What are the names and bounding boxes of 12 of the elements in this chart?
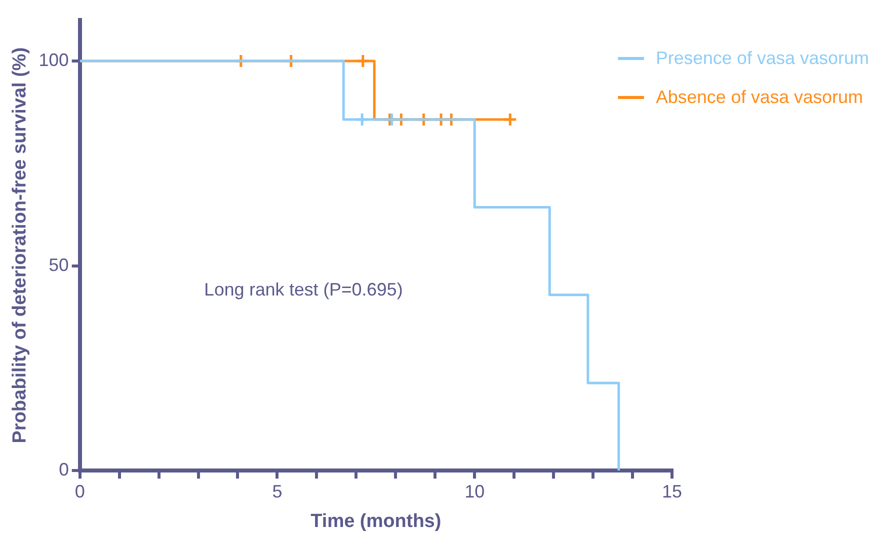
x-tick-label: 0 [74, 481, 85, 502]
annotation: Long rank test (P=0.695) [204, 279, 403, 300]
y-axis-title: Probability of deterioration-free survival (%) [10, 47, 31, 444]
y-tick-label: 0 [58, 460, 69, 480]
x-tick-label: 5 [272, 481, 282, 502]
legend-label: Absence of vasa vasorum [656, 87, 863, 108]
y-tick-label: 50 [48, 254, 69, 275]
x-tick-label: 10 [464, 481, 485, 502]
legend-label: Presence of vasa vasorum [656, 48, 869, 69]
x-axis-title: Time (months) [310, 510, 442, 532]
y-tick-label: 100 [38, 50, 69, 70]
x-tick-label: 15 [662, 481, 682, 502]
